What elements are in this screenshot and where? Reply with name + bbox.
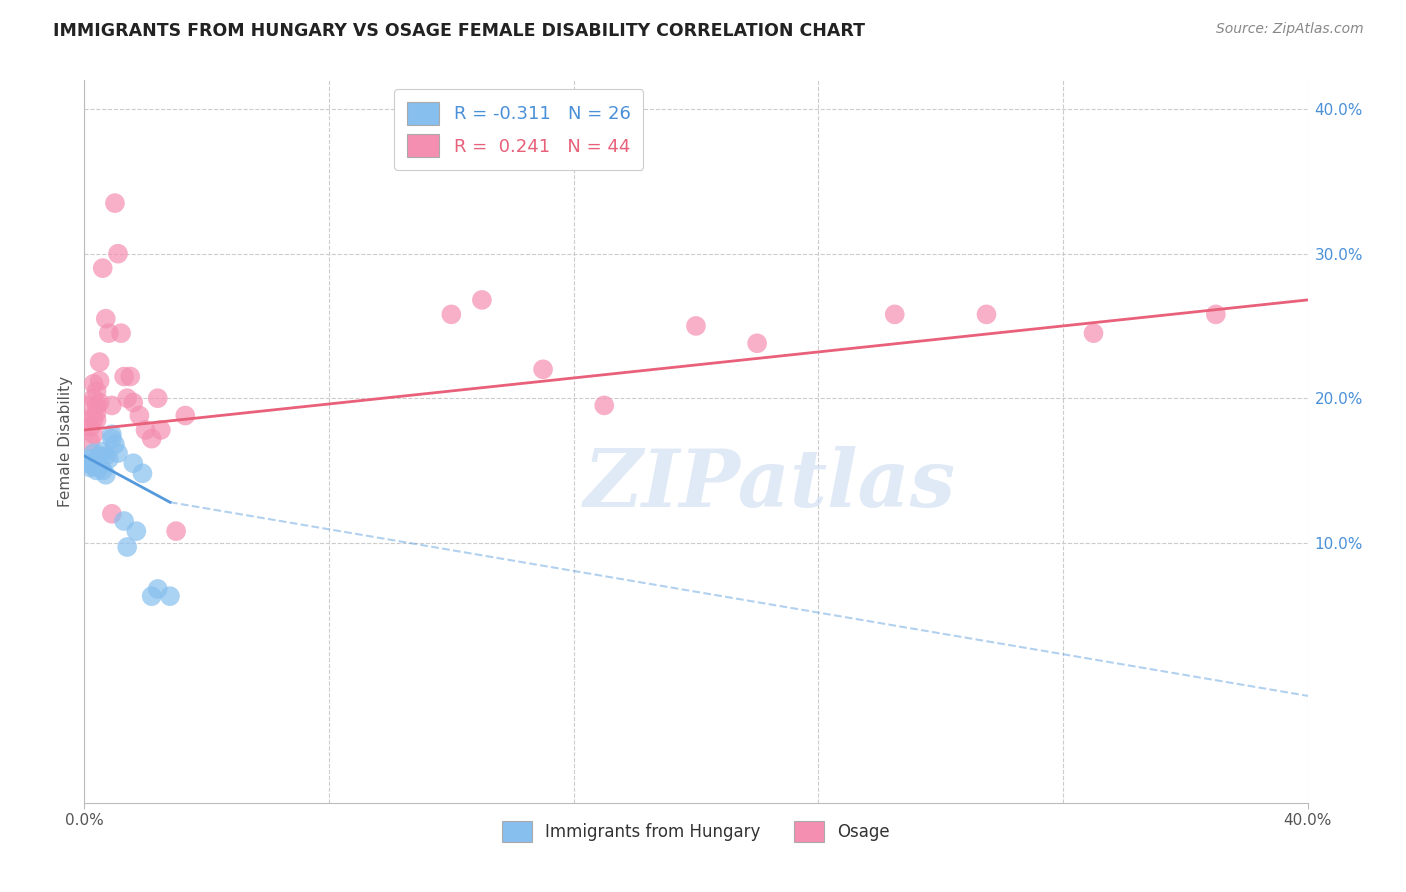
- Point: [86, 384, 108, 398]
- Point: [440, 307, 463, 321]
- Point: [125, 524, 148, 538]
- Point: [83, 391, 105, 405]
- Point: [128, 409, 150, 423]
- Text: ZIPatlas: ZIPatlas: [583, 446, 956, 524]
- Point: [89, 355, 111, 369]
- Point: [149, 423, 172, 437]
- Point: [593, 398, 616, 412]
- Point: [83, 459, 105, 474]
- Point: [141, 432, 163, 446]
- Point: [104, 437, 127, 451]
- Point: [94, 311, 117, 326]
- Point: [685, 318, 707, 333]
- Point: [86, 406, 108, 420]
- Point: [89, 459, 111, 474]
- Point: [91, 261, 114, 276]
- Point: [97, 451, 120, 466]
- Point: [101, 427, 124, 442]
- Point: [471, 293, 494, 307]
- Text: Source: ZipAtlas.com: Source: ZipAtlas.com: [1216, 22, 1364, 37]
- Point: [83, 376, 105, 391]
- Point: [747, 336, 769, 351]
- Point: [76, 456, 98, 470]
- Point: [83, 413, 105, 427]
- Point: [1205, 307, 1227, 321]
- Point: [91, 463, 114, 477]
- Point: [79, 434, 101, 449]
- Point: [91, 444, 114, 458]
- Point: [883, 307, 905, 321]
- Point: [86, 413, 108, 427]
- Y-axis label: Female Disability: Female Disability: [58, 376, 73, 508]
- Point: [86, 398, 108, 412]
- Text: IMMIGRANTS FROM HUNGARY VS OSAGE FEMALE DISABILITY CORRELATION CHART: IMMIGRANTS FROM HUNGARY VS OSAGE FEMALE …: [53, 22, 866, 40]
- Point: [94, 449, 117, 463]
- Point: [107, 246, 129, 260]
- Point: [97, 326, 120, 341]
- Point: [104, 196, 127, 211]
- Point: [112, 369, 135, 384]
- Point: [79, 451, 101, 466]
- Point: [1083, 326, 1105, 341]
- Point: [115, 391, 138, 405]
- Point: [120, 369, 142, 384]
- Point: [86, 463, 108, 477]
- Point: [89, 395, 111, 409]
- Point: [110, 326, 132, 341]
- Point: [122, 395, 145, 409]
- Point: [76, 398, 98, 412]
- Point: [146, 582, 169, 596]
- Point: [89, 449, 111, 463]
- Point: [174, 409, 197, 423]
- Point: [135, 423, 157, 437]
- Point: [112, 514, 135, 528]
- Point: [94, 467, 117, 482]
- Point: [165, 524, 187, 538]
- Legend: Immigrants from Hungary, Osage: Immigrants from Hungary, Osage: [495, 814, 897, 848]
- Point: [531, 362, 554, 376]
- Point: [131, 467, 153, 481]
- Point: [107, 446, 129, 460]
- Point: [79, 460, 101, 475]
- Point: [159, 589, 181, 603]
- Point: [101, 398, 124, 412]
- Point: [141, 589, 163, 603]
- Point: [115, 540, 138, 554]
- Point: [83, 446, 105, 460]
- Point: [76, 413, 98, 427]
- Point: [122, 456, 145, 470]
- Point: [101, 432, 124, 446]
- Point: [101, 507, 124, 521]
- Point: [79, 420, 101, 434]
- Point: [83, 427, 105, 442]
- Point: [976, 307, 998, 321]
- Point: [146, 391, 169, 405]
- Point: [89, 374, 111, 388]
- Point: [86, 455, 108, 469]
